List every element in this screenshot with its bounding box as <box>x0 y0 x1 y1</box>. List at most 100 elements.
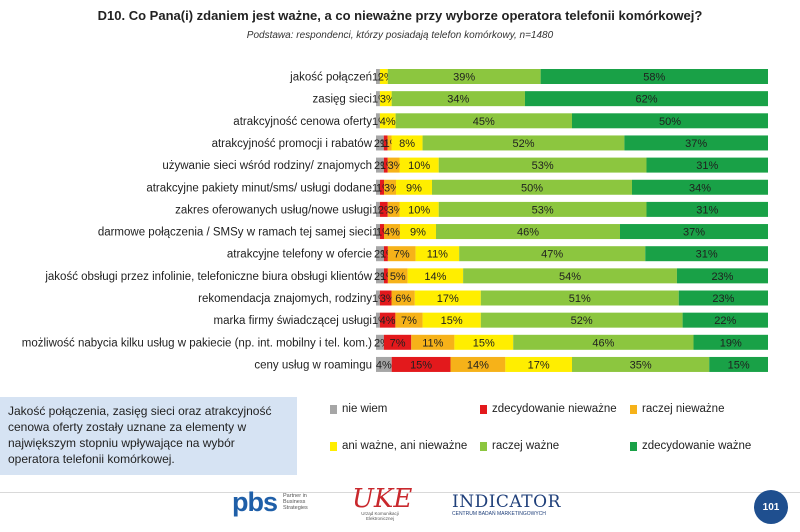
category-label: jakość obsługi przez infolinie, telefoni… <box>44 271 372 283</box>
legend-swatch <box>630 441 637 451</box>
data-label: 15% <box>728 359 750 371</box>
bar-segment <box>383 135 388 151</box>
data-label: 8% <box>399 138 415 150</box>
bar-segment <box>383 334 412 350</box>
legend-swatch <box>330 441 337 451</box>
data-label: 15% <box>441 315 463 327</box>
bar-segment <box>395 312 423 328</box>
bar-segment <box>376 268 384 284</box>
bar-segment <box>436 224 620 240</box>
data-label: 7% <box>394 249 410 261</box>
footer-divider <box>0 492 800 493</box>
data-label: 10% <box>408 204 430 216</box>
bar-segment <box>379 91 392 107</box>
bar-segment <box>384 224 400 240</box>
bar-segment <box>384 179 396 195</box>
data-label: 47% <box>541 249 563 261</box>
bar-segment <box>379 312 396 328</box>
bar-segment <box>379 113 396 129</box>
data-label: 22% <box>714 315 736 327</box>
bar-segment <box>399 157 439 173</box>
uke-logo-text: UKE <box>352 484 413 514</box>
legend-label: nie wiem <box>342 403 388 415</box>
bar-segment <box>383 157 388 173</box>
pbs-logo: pbs Partner in Business Strategies <box>232 482 317 522</box>
bar-segment <box>379 69 388 84</box>
data-label: 9% <box>410 227 426 239</box>
bar-segment <box>632 179 768 195</box>
data-label: 23% <box>712 293 734 305</box>
bar-segment <box>678 290 768 306</box>
category-label: jakość połączeń <box>289 72 372 84</box>
data-label: 9% <box>406 182 422 194</box>
data-label: 14% <box>467 359 489 371</box>
data-label: 45% <box>473 116 495 128</box>
bar-segment <box>399 201 439 217</box>
data-label: 7% <box>401 315 417 327</box>
data-label: 50% <box>521 182 543 194</box>
bar-segment <box>391 135 423 151</box>
bar-segment <box>376 290 380 306</box>
bar-segment <box>376 91 380 107</box>
data-label: 35% <box>630 359 652 371</box>
bar-segment <box>480 290 679 306</box>
category-label: używanie sieci wśród rodziny/ znajomych <box>162 160 372 172</box>
data-label: 34% <box>447 94 469 106</box>
uke-tagline: Urząd Komunikacji Elektronicznej <box>361 511 399 521</box>
category-label: możliwość nabycia kilku usług w pakiecie… <box>22 337 372 349</box>
data-label: 46% <box>592 337 614 349</box>
bar-segment <box>709 356 768 372</box>
bar-segment <box>422 312 481 328</box>
legend-item: ani ważne, ani nieważne <box>330 440 467 452</box>
bar-segment <box>387 157 400 173</box>
data-label: 4% <box>384 227 400 239</box>
bar-segment <box>438 201 647 217</box>
bar-segment <box>415 246 460 262</box>
bar-segment <box>693 334 768 350</box>
legend-label: zdecydowanie nieważne <box>492 403 617 415</box>
bar-segment <box>396 179 432 195</box>
data-label: 4% <box>376 359 392 371</box>
bar-segment <box>376 69 380 84</box>
data-label: 58% <box>643 72 665 84</box>
data-label: 50% <box>659 116 681 128</box>
data-label: 4% <box>380 315 396 327</box>
legend-swatch <box>330 404 337 414</box>
bar-segment <box>387 69 541 84</box>
data-label: 62% <box>635 94 657 106</box>
indicator-logo: INDICATOR CENTRUM BADAŃ MARKETINGOWYCH <box>452 492 564 517</box>
bar-segment <box>379 201 388 217</box>
bar-segment <box>387 135 392 151</box>
stacked-bar-chart: jakość połączeń1%2%39%58%zasięg sieci1%3… <box>22 69 768 372</box>
bar-segment <box>463 268 677 284</box>
data-label: 51% <box>569 293 591 305</box>
category-label: atrakcyjność promocji i rabatów <box>212 138 373 150</box>
legend-item: raczej nieważne <box>630 403 724 415</box>
category-label: atrakcyjne telefony w ofercie <box>227 249 372 261</box>
chart-subtitle: Podstawa: respondenci, którzy posiadają … <box>246 30 554 41</box>
bar-segment <box>432 179 632 195</box>
bar-segment <box>459 246 646 262</box>
bar-segment <box>400 224 436 240</box>
category-label: darmowe połączenia / SMSy w ramach tej s… <box>98 227 372 239</box>
data-label: 15% <box>410 359 432 371</box>
bar-segment <box>682 312 768 328</box>
bar-segment <box>411 334 455 350</box>
bar-segment <box>383 246 388 262</box>
legend-item: raczej ważne <box>480 440 559 452</box>
data-label: 4% <box>380 116 396 128</box>
data-label: 11% <box>422 337 443 349</box>
bar-segment <box>387 246 416 262</box>
bar-segment <box>376 157 384 173</box>
bar-segment <box>380 224 384 240</box>
data-label: 17% <box>437 293 459 305</box>
data-label: 53% <box>532 204 554 216</box>
data-label: 7% <box>390 337 406 349</box>
chart-title: D10. Co Pana(i) zdaniem jest ważne, a co… <box>97 8 703 23</box>
data-label: 14% <box>424 271 446 283</box>
uke-logo: UKE Urząd Komunikacji Elektronicznej <box>352 484 413 524</box>
data-label: 31% <box>696 249 718 261</box>
bar-segment <box>387 201 400 217</box>
legend-label: ani ważne, ani nieważne <box>342 440 468 452</box>
data-label: 34% <box>689 182 711 194</box>
